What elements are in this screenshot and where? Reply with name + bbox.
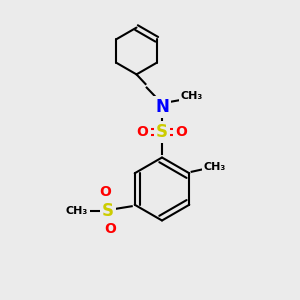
Text: O: O	[176, 125, 188, 139]
Text: O: O	[99, 185, 111, 199]
Text: O: O	[136, 125, 148, 139]
Text: S: S	[102, 202, 114, 220]
Text: S: S	[156, 123, 168, 141]
Text: O: O	[104, 222, 116, 236]
Text: CH₃: CH₃	[204, 162, 226, 172]
Text: CH₃: CH₃	[181, 91, 203, 101]
Text: N: N	[155, 98, 169, 116]
Text: CH₃: CH₃	[65, 206, 88, 216]
